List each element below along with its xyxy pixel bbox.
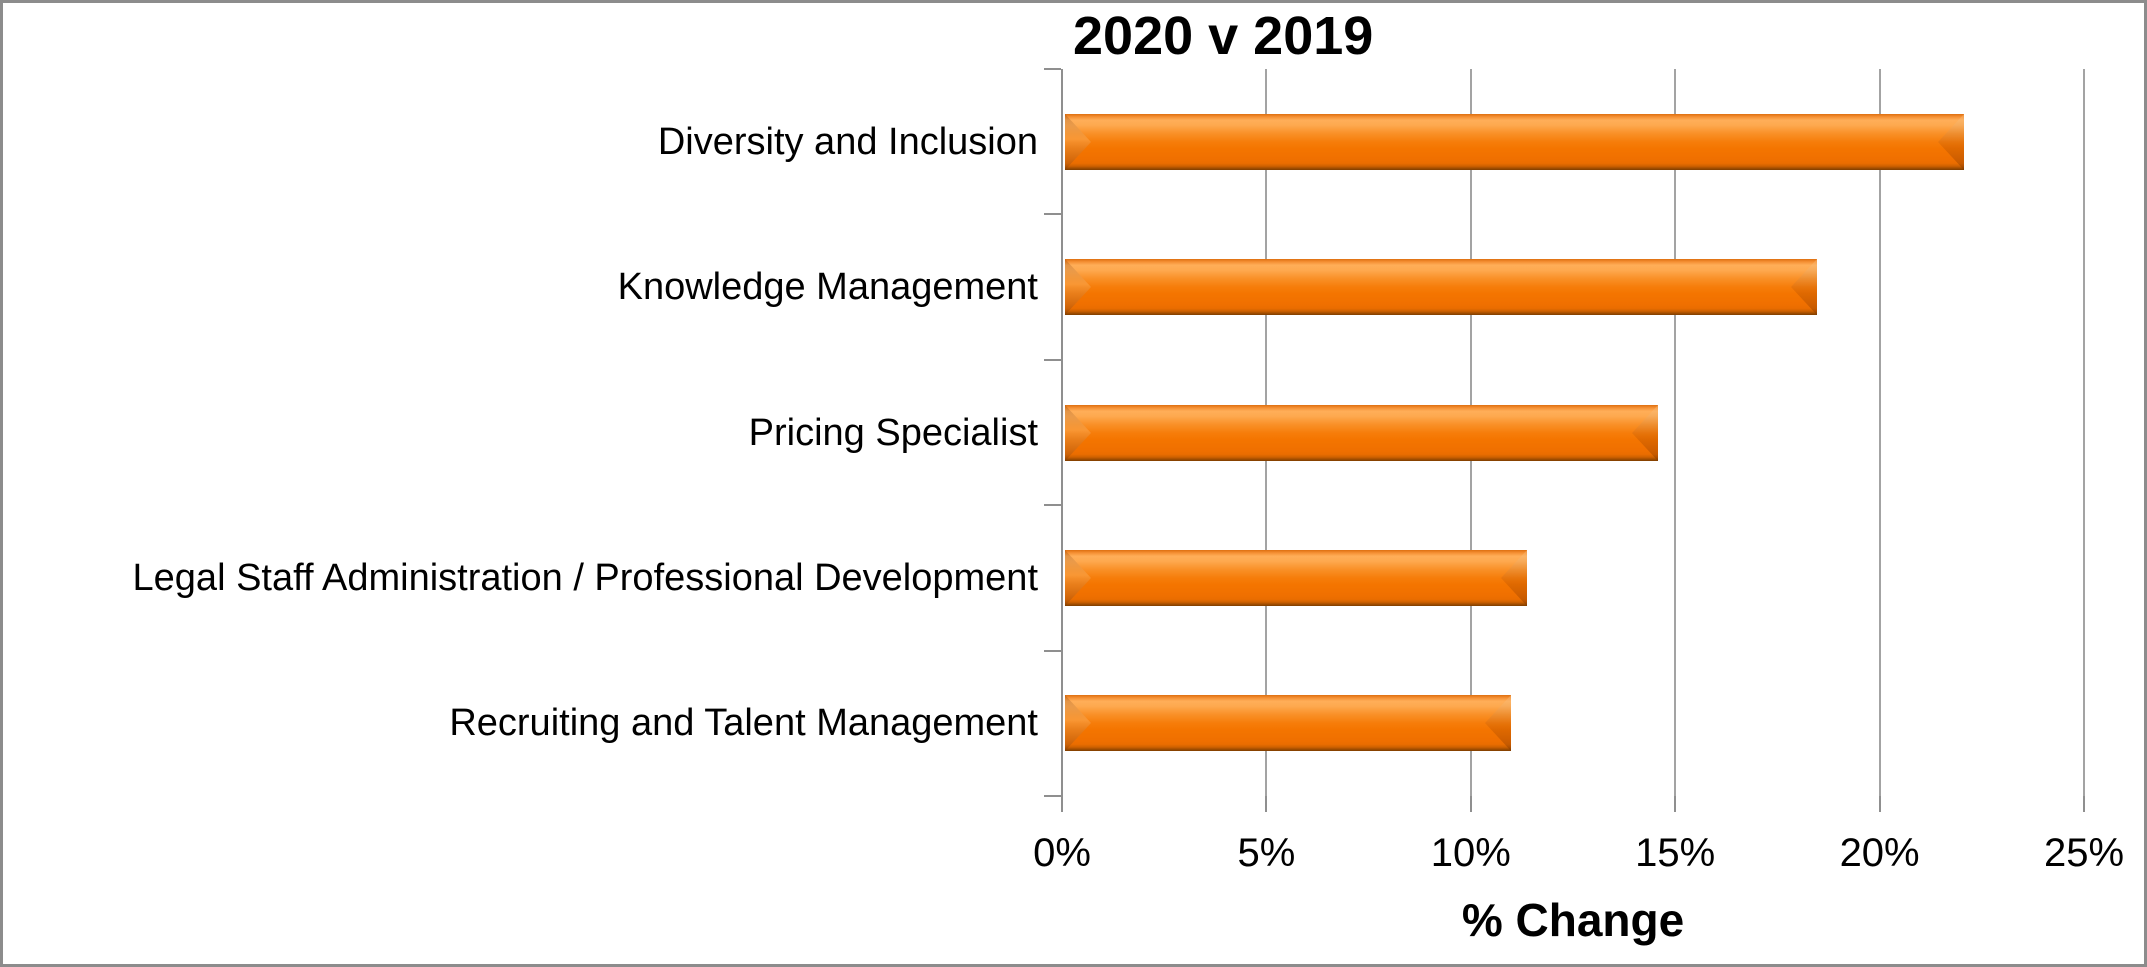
x-axis-tick-20% bbox=[1878, 796, 1881, 812]
bar-bevel-right bbox=[1501, 550, 1527, 606]
category-axis-tick-2 bbox=[1044, 358, 1061, 361]
x-tick-label-0%: 0% bbox=[1033, 831, 1091, 875]
x-axis-tick-25% bbox=[2083, 796, 2085, 812]
bar-bevel-left bbox=[1065, 114, 1091, 170]
gridline-15% bbox=[1674, 69, 1677, 796]
bar-bevel-right bbox=[1485, 695, 1511, 751]
x-axis-tick-5% bbox=[1265, 796, 1268, 812]
category-label-legal-staff-administration-professional-development: Legal Staff Administration / Professiona… bbox=[132, 557, 1038, 599]
category-label-knowledge-management: Knowledge Management bbox=[617, 266, 1038, 308]
x-axis-tick-15% bbox=[1674, 796, 1677, 812]
gridline-20% bbox=[1878, 69, 1881, 796]
bar-bevel-left bbox=[1065, 405, 1091, 461]
chart-title: 2020 v 2019 bbox=[1073, 6, 1374, 66]
category-axis-tick-0 bbox=[1044, 68, 1061, 70]
x-axis-title: % Change bbox=[1461, 894, 1685, 946]
bar-diversity-and-inclusion bbox=[1065, 114, 1964, 170]
category-label-diversity-and-inclusion: Diversity and Inclusion bbox=[657, 121, 1038, 163]
bar-bevel-left bbox=[1065, 695, 1091, 751]
category-axis-line bbox=[1061, 69, 1063, 796]
bar-bevel-right bbox=[1791, 259, 1817, 315]
bar-bevel-left bbox=[1065, 259, 1091, 315]
category-axis-tick-1 bbox=[1044, 213, 1061, 216]
bar-legal-staff-administration-professional-development bbox=[1065, 550, 1527, 606]
x-tick-label-10%: 10% bbox=[1430, 831, 1511, 875]
bar-bevel-right bbox=[1938, 114, 1964, 170]
bar-pricing-specialist bbox=[1065, 405, 1658, 461]
bar-recruiting-and-talent-management bbox=[1065, 695, 1511, 751]
category-axis-tick-3 bbox=[1044, 504, 1061, 507]
category-label-recruiting-and-talent-management: Recruiting and Talent Management bbox=[449, 702, 1038, 744]
x-tick-label-25%: 25% bbox=[2043, 831, 2125, 875]
bar-knowledge-management bbox=[1065, 259, 1817, 315]
gridline-25% bbox=[2083, 69, 2085, 796]
x-axis-tick-10% bbox=[1469, 796, 1472, 812]
bar-bevel-left bbox=[1065, 550, 1091, 606]
x-axis-tick-0% bbox=[1061, 796, 1063, 812]
x-tick-label-15%: 15% bbox=[1635, 831, 1716, 875]
category-axis-tick-5 bbox=[1044, 795, 1061, 797]
bar-bevel-right bbox=[1632, 405, 1658, 461]
x-tick-label-20%: 20% bbox=[1839, 831, 1920, 875]
x-tick-label-5%: 5% bbox=[1237, 831, 1296, 875]
category-label-pricing-specialist: Pricing Specialist bbox=[748, 412, 1038, 454]
category-axis-tick-4 bbox=[1044, 649, 1061, 652]
